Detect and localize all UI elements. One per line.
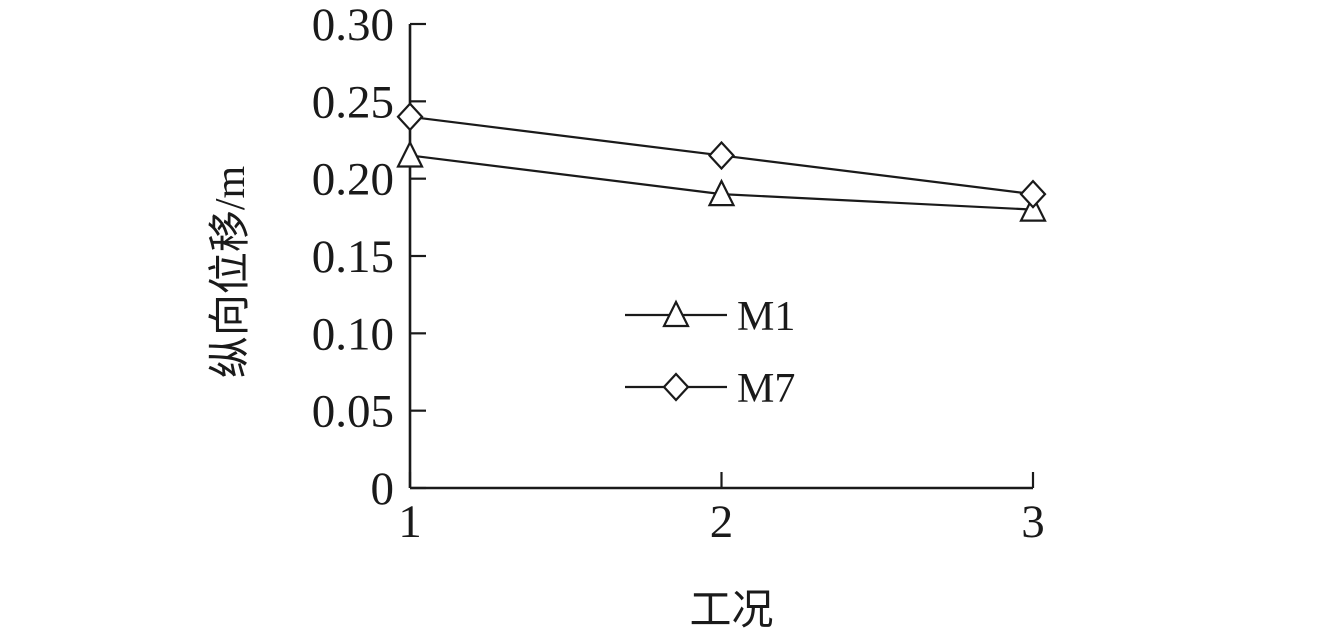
y-axis-label: 纵向位移/m <box>207 166 254 379</box>
x-tick-label: 2 <box>710 496 734 548</box>
y-tick-label: 0.10 <box>312 308 394 360</box>
series-M7-marker <box>1019 179 1047 209</box>
y-tick-label: 0.15 <box>312 231 394 283</box>
series-M7-marker <box>396 102 424 132</box>
y-tick-label: 0.30 <box>312 0 394 51</box>
y-tick-label: 0 <box>371 463 395 515</box>
series-M1-marker <box>707 178 736 207</box>
series-M1-marker <box>396 140 424 168</box>
legend-label-M7: M7 <box>737 366 795 412</box>
series-M7-marker <box>708 140 735 171</box>
x-tick-label: 1 <box>398 496 422 548</box>
legend-marker-M7 <box>662 372 690 402</box>
y-tick-label: 0.20 <box>312 154 394 206</box>
x-axis-label: 工况 <box>689 588 773 634</box>
x-tick-label: 3 <box>1021 496 1045 548</box>
y-tick-label: 0.25 <box>312 76 394 128</box>
y-tick-label: 0.05 <box>312 386 394 438</box>
legend-marker-M1 <box>662 299 690 328</box>
legend-label-M1: M1 <box>737 294 795 340</box>
